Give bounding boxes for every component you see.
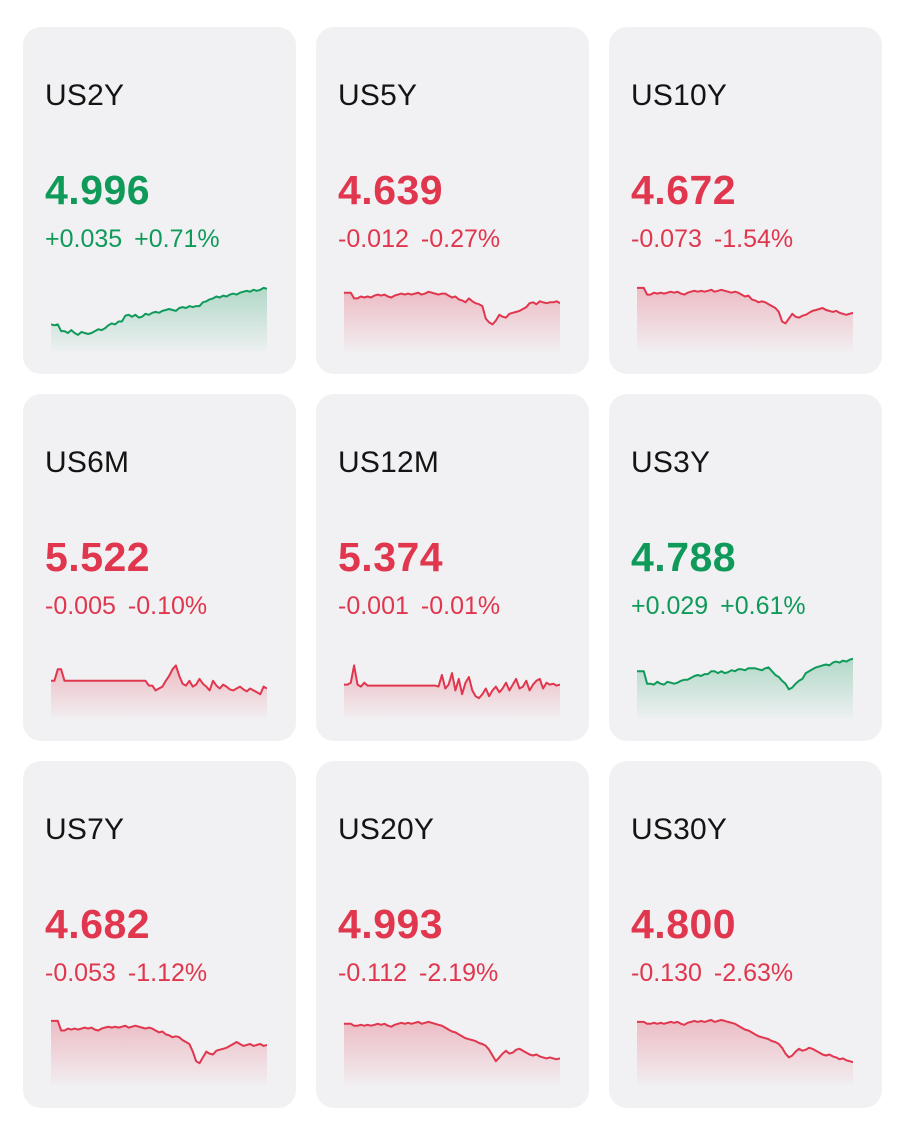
ticker-percent: -2.63% — [713, 959, 794, 987]
sparkline-chart — [344, 664, 560, 718]
ticker-card-us10y[interactable]: US10Y 4.672 -0.073 -1.54% — [609, 27, 882, 374]
sparkline-line — [637, 657, 853, 691]
ticker-price: 4.800 — [631, 901, 737, 947]
ticker-percent: -0.01% — [420, 592, 501, 620]
sparkline-chart — [344, 1020, 560, 1085]
ticker-change: -0.130 — [631, 959, 702, 987]
ticker-price: 5.522 — [45, 534, 151, 580]
sparkline-line — [51, 1019, 267, 1065]
ticker-card-us5y[interactable]: US5Y 4.639 -0.012 -0.27% — [316, 27, 589, 374]
sparkline-area — [51, 287, 267, 351]
ticker-symbol: US6M — [45, 446, 130, 479]
sparkline-area — [637, 1020, 853, 1085]
ticker-card-us12m[interactable]: US12M 5.374 -0.001 -0.01% — [316, 394, 589, 741]
ticker-card-us2y[interactable]: US2Y 4.996 +0.035 +0.71% — [23, 27, 296, 374]
sparkline-area — [637, 287, 853, 351]
ticker-percent: -2.19% — [419, 959, 499, 987]
ticker-change: -0.073 — [631, 225, 702, 253]
ticker-card-us3y[interactable]: US3Y 4.788 +0.029 +0.61% — [609, 394, 882, 741]
sparkline-chart — [51, 1019, 267, 1085]
sparkline-chart — [637, 286, 853, 351]
ticker-card-us6m[interactable]: US6M 5.522 -0.005 -0.10% — [23, 394, 296, 741]
ticker-symbol: US3Y — [631, 446, 711, 479]
ticker-change-row: -0.130 -2.63% — [631, 959, 793, 988]
sparkline-chart — [344, 290, 560, 351]
ticker-percent: -0.27% — [420, 225, 501, 253]
ticker-symbol: US30Y — [631, 813, 728, 846]
ticker-price: 4.639 — [338, 167, 444, 213]
sparkline-line — [344, 664, 560, 700]
ticker-price: 4.682 — [45, 901, 151, 947]
ticker-percent: +0.61% — [720, 592, 806, 620]
ticker-change: -0.001 — [338, 592, 409, 620]
ticker-change: -0.005 — [45, 592, 116, 620]
ticker-card-us30y[interactable]: US30Y 4.800 -0.130 -2.63% — [609, 761, 882, 1108]
ticker-change-row: -0.053 -1.12% — [45, 959, 207, 988]
sparkline-line — [51, 664, 267, 696]
ticker-price: 4.788 — [631, 534, 737, 580]
sparkline-area — [51, 1020, 267, 1085]
ticker-change-row: -0.112 -2.19% — [338, 959, 498, 988]
ticker-change-row: -0.001 -0.01% — [338, 592, 500, 621]
sparkline-line — [344, 1020, 560, 1063]
ticker-price: 4.993 — [338, 901, 444, 947]
sparkline-line — [344, 290, 560, 326]
ticker-symbol: US10Y — [631, 79, 728, 112]
ticker-symbol: US7Y — [45, 813, 125, 846]
ticker-change: -0.112 — [338, 959, 408, 987]
ticker-card-us7y[interactable]: US7Y 4.682 -0.053 -1.12% — [23, 761, 296, 1108]
sparkline-chart — [51, 664, 267, 718]
ticker-price: 5.374 — [338, 534, 444, 580]
ticker-change: -0.012 — [338, 225, 409, 253]
ticker-change-row: +0.029 +0.61% — [631, 592, 806, 621]
ticker-change-row: -0.012 -0.27% — [338, 225, 500, 254]
ticker-percent: -1.12% — [127, 959, 208, 987]
sparkline-chart — [637, 657, 853, 718]
bond-yield-grid: US2Y 4.996 +0.035 +0.71% US5Y 4.639 -0.01… — [23, 27, 882, 1108]
ticker-symbol: US5Y — [338, 79, 418, 112]
sparkline-area — [344, 665, 560, 718]
ticker-change: +0.029 — [631, 592, 709, 620]
ticker-change-row: +0.035 +0.71% — [45, 225, 220, 254]
ticker-price: 4.672 — [631, 167, 737, 213]
sparkline-line — [637, 286, 853, 325]
sparkline-area — [344, 1021, 560, 1085]
ticker-percent: +0.71% — [134, 225, 220, 253]
ticker-change: +0.035 — [45, 225, 123, 253]
ticker-change-row: -0.073 -1.54% — [631, 225, 793, 254]
sparkline-area — [344, 291, 560, 351]
ticker-change: -0.053 — [45, 959, 116, 987]
ticker-symbol: US20Y — [338, 813, 435, 846]
sparkline-area — [637, 658, 853, 718]
sparkline-chart — [51, 286, 267, 351]
ticker-change-row: -0.005 -0.10% — [45, 592, 207, 621]
ticker-symbol: US12M — [338, 446, 440, 479]
ticker-symbol: US2Y — [45, 79, 125, 112]
sparkline-line — [51, 286, 267, 336]
ticker-percent: -0.10% — [127, 592, 208, 620]
ticker-percent: -1.54% — [713, 225, 794, 253]
ticker-price: 4.996 — [45, 167, 151, 213]
sparkline-line — [637, 1019, 853, 1064]
sparkline-chart — [637, 1019, 853, 1085]
ticker-card-us20y[interactable]: US20Y 4.993 -0.112 -2.19% — [316, 761, 589, 1108]
sparkline-area — [51, 665, 267, 718]
